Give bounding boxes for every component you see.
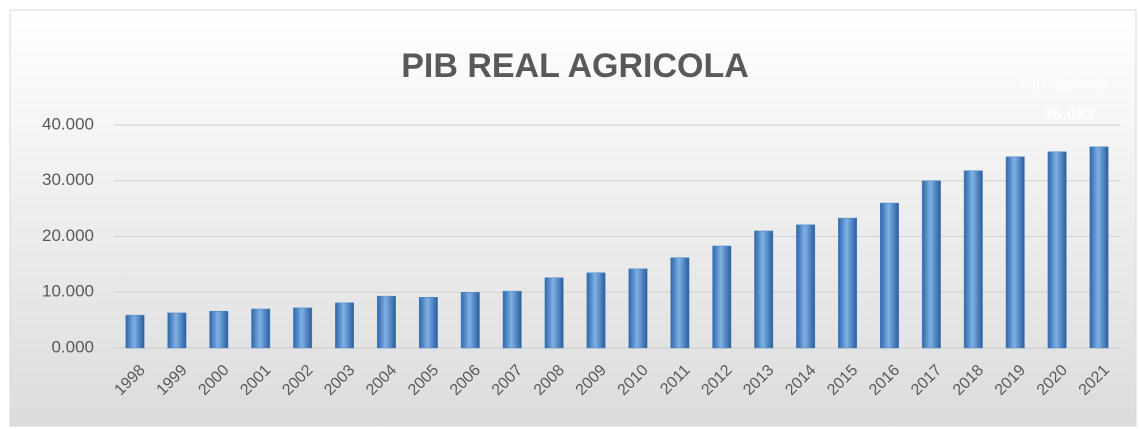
bar	[879, 202, 899, 349]
data-label: 36.082	[1043, 104, 1095, 123]
bar	[293, 307, 313, 349]
bar	[167, 312, 187, 349]
bar	[125, 314, 145, 349]
bar	[628, 268, 648, 349]
y-tick-label: 0.000	[51, 337, 94, 356]
bar	[544, 277, 564, 349]
chart-title: PIB REAL AGRICOLA	[401, 47, 749, 85]
bar	[1047, 151, 1067, 349]
bar	[1089, 146, 1109, 349]
bar	[712, 245, 732, 349]
chart-background	[9, 9, 1137, 427]
y-tick-label: 30.000	[42, 170, 94, 189]
y-tick-label: 10.000	[42, 282, 94, 301]
bar	[460, 292, 480, 349]
y-tick-label: 20.000	[42, 226, 94, 245]
bar	[670, 257, 690, 349]
bar	[754, 230, 774, 349]
bar	[502, 290, 522, 349]
bar	[209, 310, 229, 349]
bar	[335, 302, 355, 349]
bar	[1005, 156, 1025, 349]
bar	[586, 272, 606, 349]
bar	[838, 217, 858, 349]
bar	[418, 297, 438, 349]
bar	[251, 308, 271, 349]
bar	[921, 180, 941, 349]
y-tick-label: 40.000	[42, 114, 94, 133]
bar	[963, 170, 983, 349]
bar	[376, 295, 396, 349]
series-name-label: PIB Agricola	[1020, 76, 1107, 93]
bar	[796, 224, 816, 349]
